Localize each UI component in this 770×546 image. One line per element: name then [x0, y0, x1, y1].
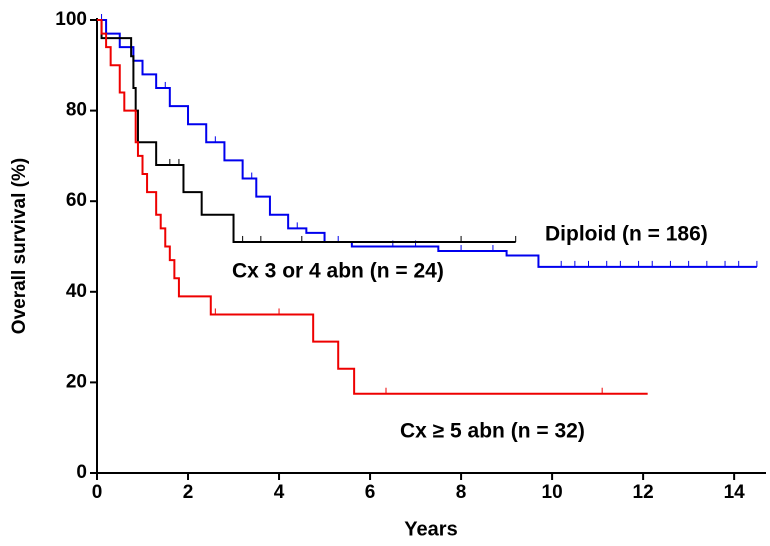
x-tick-label: 12	[633, 482, 654, 503]
y-axis-label: Overall survival (%)	[9, 158, 30, 334]
x-axis-label: Years	[404, 518, 457, 540]
x-tick-label: 10	[542, 482, 563, 503]
y-tick-label: 60	[66, 190, 87, 211]
y-tick-label: 40	[66, 281, 87, 302]
y-tick-label: 20	[66, 371, 87, 392]
y-tick-label: 100	[55, 9, 87, 30]
x-tick-label: 14	[724, 482, 746, 503]
y-tick-label: 0	[76, 462, 87, 483]
survival-line	[97, 19, 648, 395]
x-tick-label: 6	[365, 482, 376, 503]
series-label: Diploid (n = 186)	[545, 223, 708, 246]
series-label: Cx 3 or 4 abn (n = 24)	[232, 260, 444, 283]
survival-line	[97, 19, 516, 243]
y-tick-label: 80	[66, 100, 87, 121]
x-tick-label: 0	[92, 482, 103, 503]
x-tick-label: 4	[274, 482, 285, 503]
series-label: Cx ≥ 5 abn (n = 32)	[400, 420, 585, 443]
survival-line	[97, 19, 757, 268]
x-tick-label: 8	[456, 482, 467, 503]
x-tick-label: 2	[183, 482, 194, 503]
